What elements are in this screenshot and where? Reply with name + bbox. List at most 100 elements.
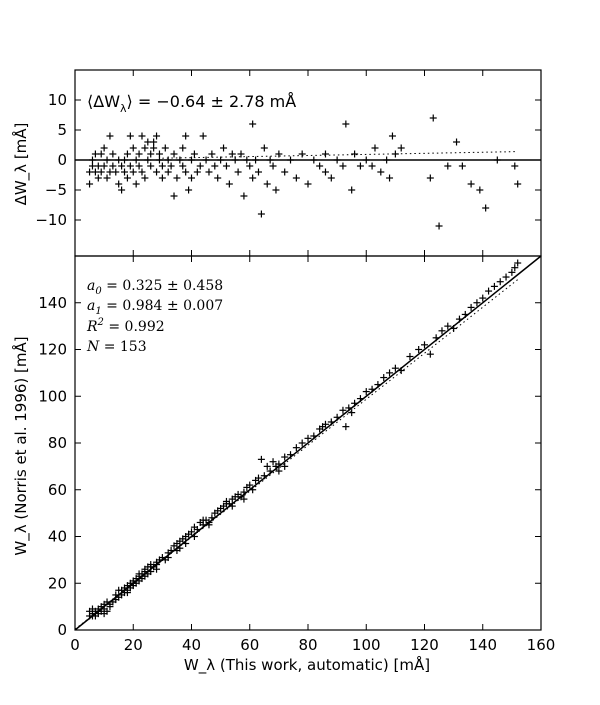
bottom-point [275,460,283,468]
bottom-point [467,303,475,311]
bottom-point [450,324,458,332]
top-point [214,174,222,182]
top-point [193,168,201,176]
bottom-xtick-label: 160 [527,636,556,654]
top-ytick-label: −10 [35,211,67,229]
top-point [94,174,102,182]
bottom-point [135,570,143,578]
top-panel: −10 −5 0 5 10 [35,69,542,257]
top-point [176,156,184,164]
top-fit-line [162,151,518,159]
top-point [118,162,126,170]
bottom-point [222,500,230,508]
top-point [129,144,137,152]
top-point [435,222,443,230]
bottom-point [496,278,504,286]
bottom-point [502,273,510,281]
top-point [426,174,434,182]
mean-delta-annotation: ⟨ΔWλ⟩ = −0.64 ± 2.78 mÅ [87,92,296,115]
top-point [147,150,155,158]
top-point [240,192,248,200]
bottom-point [397,367,405,375]
bottom-point [461,310,469,318]
top-point [292,174,300,182]
bottom-point [292,444,300,452]
top-point [88,156,96,164]
top-point [254,168,262,176]
top-point [388,132,396,140]
bottom-xtick-label: 40 [182,636,201,654]
stat-a0: a0 = 0.325 ± 0.458 [87,278,223,297]
stat-r2: R2 = 0.992 [86,317,165,335]
bottom-point [444,322,452,330]
top-point [109,150,117,158]
bottom-point [386,369,394,377]
bottom-point [432,334,440,342]
top-point [170,192,178,200]
bottom-point [266,467,274,475]
top-point [211,162,219,170]
top-point [103,156,111,164]
top-point [190,150,198,158]
top-point [103,174,111,182]
top-point [383,156,391,164]
top-y-axis-label: ΔW_λ [mÅ] [11,123,31,206]
bottom-xtick-label: 60 [240,636,259,654]
x-axis-label: W_λ (This work, automatic) [mÅ] [184,655,430,675]
top-point [138,168,146,176]
bottom-point [164,554,172,562]
top-point [482,204,490,212]
top-point [188,156,195,164]
bottom-point [426,350,434,358]
bottom-point [228,502,236,510]
bottom-point [438,327,446,335]
bottom-point [147,563,155,571]
top-point [476,186,484,194]
top-point [100,162,108,170]
top-point [132,156,140,164]
bottom-ytick-label: 20 [48,574,67,592]
top-point [333,156,341,164]
bottom-point [112,596,120,604]
top-point [371,144,379,152]
top-point [217,156,225,164]
bottom-point [281,462,289,470]
bottom-point [490,282,498,290]
top-point [327,174,335,182]
bottom-point [321,420,329,428]
top-point [511,162,519,170]
bottom-point [406,353,414,361]
top-point [228,150,236,158]
top-point [281,168,289,176]
top-point [263,180,271,188]
bottom-ytick-label: 60 [48,481,67,499]
bottom-point [374,381,382,389]
fit-stats: a0 = 0.325 ± 0.458 a1 = 0.984 ± 0.007 R2… [86,278,223,355]
top-point [275,150,283,158]
top-point [260,144,268,152]
top-point [397,144,405,152]
bottom-point [94,607,102,615]
top-point [126,162,134,170]
top-point [164,156,172,164]
top-ytick-label: 0 [57,151,67,169]
top-point [196,162,204,170]
bottom-point [391,364,399,372]
top-point [222,162,230,170]
bottom-point [118,586,126,594]
top-point [351,150,359,158]
bottom-y-axis-label: W_λ (Norris et al. 1996) [mÅ] [11,336,31,555]
annotation-rhs: ⟩ = −0.64 ± 2.78 mÅ [127,92,297,111]
top-point [158,174,166,182]
bottom-point [208,514,216,522]
top-point [199,132,207,140]
bottom-point [190,533,198,540]
bottom-point [514,259,522,267]
bottom-point [263,462,271,470]
bottom-point [421,341,428,349]
top-point [257,210,265,218]
top-point [97,168,105,176]
top-point [118,186,126,194]
bottom-xtick-label: 0 [70,636,80,654]
